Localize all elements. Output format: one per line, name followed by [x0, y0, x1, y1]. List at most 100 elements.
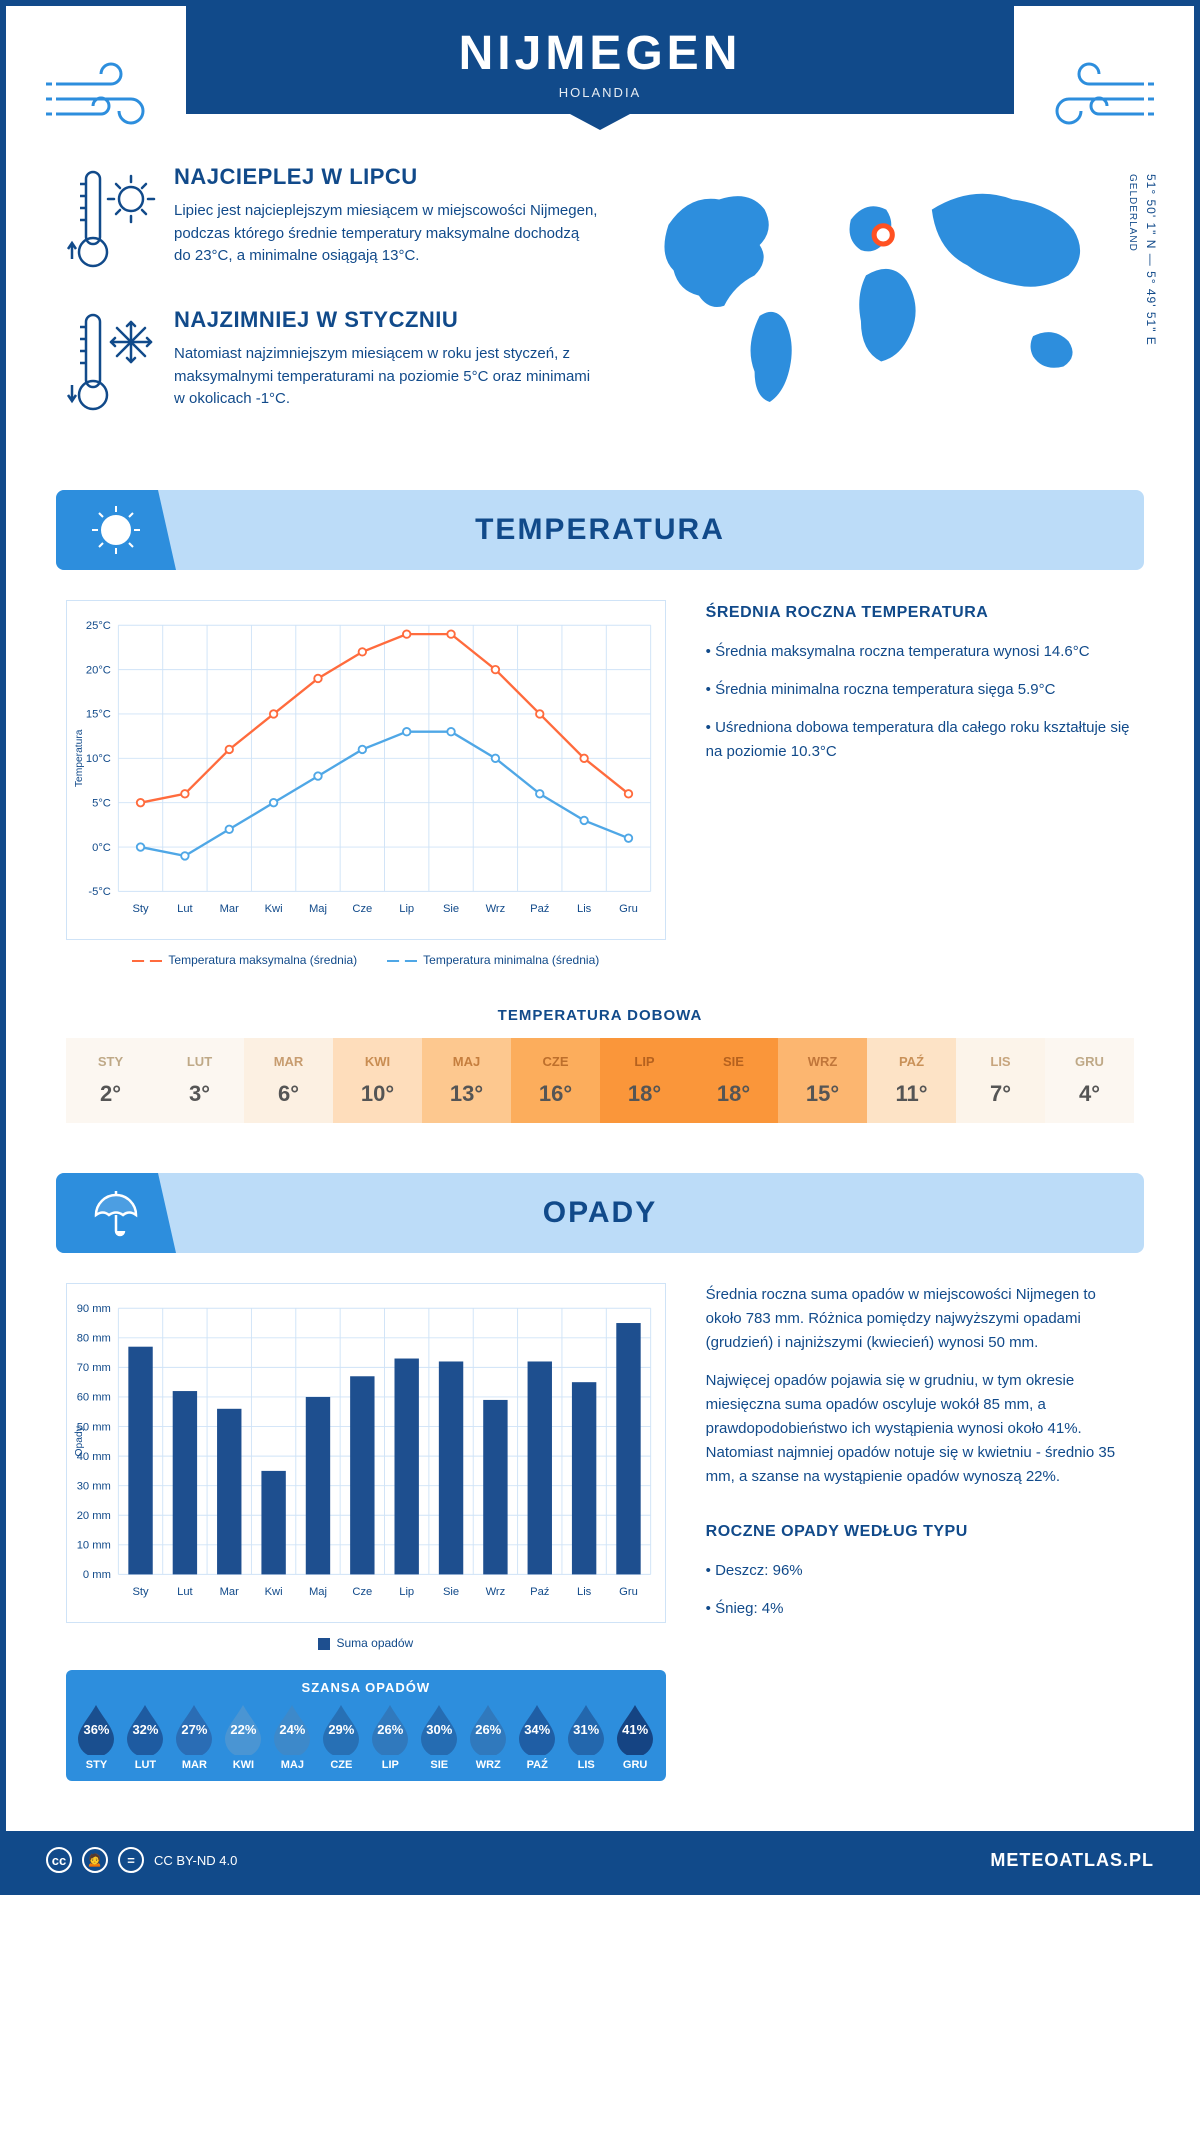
sun-icon	[56, 490, 176, 570]
svg-text:Wrz: Wrz	[486, 903, 506, 915]
svg-text:Opady: Opady	[74, 1425, 85, 1456]
svg-text:Kwi: Kwi	[265, 903, 283, 915]
wind-icon	[1034, 54, 1154, 134]
wind-icon	[46, 54, 166, 134]
daily-temp-cell: STY 2°	[66, 1038, 155, 1123]
svg-text:70 mm: 70 mm	[77, 1362, 111, 1374]
svg-text:0°C: 0°C	[92, 842, 111, 854]
rain-chance-cell: 24% MAJ	[268, 1703, 317, 1771]
svg-text:20°C: 20°C	[86, 664, 111, 676]
svg-text:Lut: Lut	[177, 903, 193, 915]
fact-cold-title: NAJZIMNIEJ W STYCZNIU	[174, 307, 598, 333]
rain-chance-cell: 26% WRZ	[464, 1703, 513, 1771]
cc-icon: cc	[46, 1847, 72, 1873]
section-title: TEMPERATURA	[475, 513, 725, 547]
coordinates: 51° 50' 1" N — 5° 49' 51" E GELDERLAND	[1122, 174, 1160, 346]
svg-text:10°C: 10°C	[86, 753, 111, 765]
daily-temp-cell: PAŹ 11°	[867, 1038, 956, 1123]
world-map	[628, 164, 1134, 432]
rain-chance-cell: 31% LIS	[562, 1703, 611, 1771]
svg-text:Lut: Lut	[177, 1586, 193, 1598]
rain-chance-cell: 32% LUT	[121, 1703, 170, 1771]
footer: cc 🙍 = CC BY-ND 4.0 METEOATLAS.PL	[6, 1831, 1194, 1889]
rain-chance-cell: 26% LIP	[366, 1703, 415, 1771]
svg-text:Wrz: Wrz	[486, 1586, 506, 1598]
svg-text:Gru: Gru	[619, 1586, 638, 1598]
rain-chance-cell: 41% GRU	[611, 1703, 660, 1771]
section-banner-rain: OPADY	[56, 1173, 1144, 1253]
svg-text:Lip: Lip	[399, 1586, 414, 1598]
svg-text:Lis: Lis	[577, 1586, 592, 1598]
annual-temp-text: ŚREDNIA ROCZNA TEMPERATURA • Średnia mak…	[706, 600, 1134, 967]
umbrella-icon	[56, 1173, 176, 1253]
daily-temp-cell: KWI 10°	[333, 1038, 422, 1123]
rain-chance-panel: SZANSA OPADÓW 36% STY 32% LUT 27% MAR 22…	[66, 1670, 666, 1781]
svg-text:Maj: Maj	[309, 1586, 327, 1598]
daily-temp-cell: CZE 16°	[511, 1038, 600, 1123]
rain-chance-cell: 27% MAR	[170, 1703, 219, 1771]
header-banner: NIJMEGEN HOLANDIA	[186, 6, 1014, 114]
svg-text:Sty: Sty	[132, 903, 149, 915]
rain-bar-chart: 0 mm10 mm20 mm30 mm40 mm50 mm60 mm70 mm8…	[66, 1283, 666, 1623]
svg-text:60 mm: 60 mm	[77, 1392, 111, 1404]
daily-temp-title: TEMPERATURA DOBOWA	[66, 1007, 1134, 1024]
svg-text:Lis: Lis	[577, 903, 592, 915]
svg-text:Sty: Sty	[132, 1586, 149, 1598]
svg-text:Kwi: Kwi	[265, 1586, 283, 1598]
svg-text:Sie: Sie	[443, 1586, 459, 1598]
rain-chance-cell: 29% CZE	[317, 1703, 366, 1771]
license: cc 🙍 = CC BY-ND 4.0	[46, 1847, 237, 1873]
svg-text:80 mm: 80 mm	[77, 1333, 111, 1345]
rain-chance-cell: 30% SIE	[415, 1703, 464, 1771]
daily-temp-cell: WRZ 15°	[778, 1038, 867, 1123]
svg-text:Mar: Mar	[220, 1586, 240, 1598]
svg-text:5°C: 5°C	[92, 797, 111, 809]
rain-chance-cell: 22% KWI	[219, 1703, 268, 1771]
fact-hottest: NAJCIEPLEJ W LIPCU Lipiec jest najcieple…	[66, 164, 598, 279]
svg-text:Paź: Paź	[530, 1586, 550, 1598]
nd-icon: =	[118, 1847, 144, 1873]
svg-text:Maj: Maj	[309, 903, 327, 915]
daily-temp-cell: GRU 4°	[1045, 1038, 1134, 1123]
svg-text:Cze: Cze	[352, 903, 372, 915]
svg-text:Paź: Paź	[530, 903, 550, 915]
svg-text:Mar: Mar	[220, 903, 240, 915]
rain-text: Średnia roczna suma opadów w miejscowośc…	[706, 1283, 1134, 1781]
svg-text:30 mm: 30 mm	[77, 1480, 111, 1492]
thermometer-snow-icon	[66, 307, 156, 422]
thermometer-sun-icon	[66, 164, 156, 279]
fact-cold-text: Natomiast najzimniejszym miesiącem w rok…	[174, 343, 598, 411]
temperature-line-chart: -5°C 0°C 5°C 10°C 15°C 20°C 25°C Sty Lut Mar Kwi Ma…	[66, 600, 666, 940]
svg-text:-5°C: -5°C	[88, 886, 111, 898]
by-icon: 🙍	[82, 1847, 108, 1873]
section-title: OPADY	[543, 1196, 657, 1230]
svg-text:20 mm: 20 mm	[77, 1510, 111, 1522]
fact-coldest: NAJZIMNIEJ W STYCZNIU Natomiast najzimni…	[66, 307, 598, 422]
svg-text:Cze: Cze	[352, 1586, 372, 1598]
fact-hot-title: NAJCIEPLEJ W LIPCU	[174, 164, 598, 190]
svg-text:25°C: 25°C	[86, 620, 111, 632]
svg-text:Gru: Gru	[619, 903, 638, 915]
daily-temp-cell: MAR 6°	[244, 1038, 333, 1123]
rain-chart-legend: Suma opadów	[66, 1636, 666, 1650]
svg-text:Lip: Lip	[399, 903, 414, 915]
svg-text:10 mm: 10 mm	[77, 1540, 111, 1552]
svg-text:Sie: Sie	[443, 903, 459, 915]
city-title: NIJMEGEN	[186, 26, 1014, 81]
daily-temp-cell: MAJ 13°	[422, 1038, 511, 1123]
daily-temp-table: STY 2° LUT 3° MAR 6° KWI 10° MAJ 13° CZE…	[66, 1038, 1134, 1123]
brand: METEOATLAS.PL	[990, 1850, 1154, 1871]
rain-chance-cell: 34% PAŹ	[513, 1703, 562, 1771]
fact-hot-text: Lipiec jest najcieplejszym miesiącem w m…	[174, 200, 598, 268]
svg-text:90 mm: 90 mm	[77, 1303, 111, 1315]
svg-text:Temperatura: Temperatura	[74, 729, 85, 787]
section-banner-temperature: TEMPERATURA	[56, 490, 1144, 570]
daily-temp-cell: LIP 18°	[600, 1038, 689, 1123]
svg-text:15°C: 15°C	[86, 709, 111, 721]
temp-chart-legend: Temperatura maksymalna (średnia) Tempera…	[66, 953, 666, 967]
daily-temp-cell: LUT 3°	[155, 1038, 244, 1123]
rain-chance-cell: 36% STY	[72, 1703, 121, 1771]
daily-temp-cell: LIS 7°	[956, 1038, 1045, 1123]
daily-temp-cell: SIE 18°	[689, 1038, 778, 1123]
country-subtitle: HOLANDIA	[186, 85, 1014, 100]
